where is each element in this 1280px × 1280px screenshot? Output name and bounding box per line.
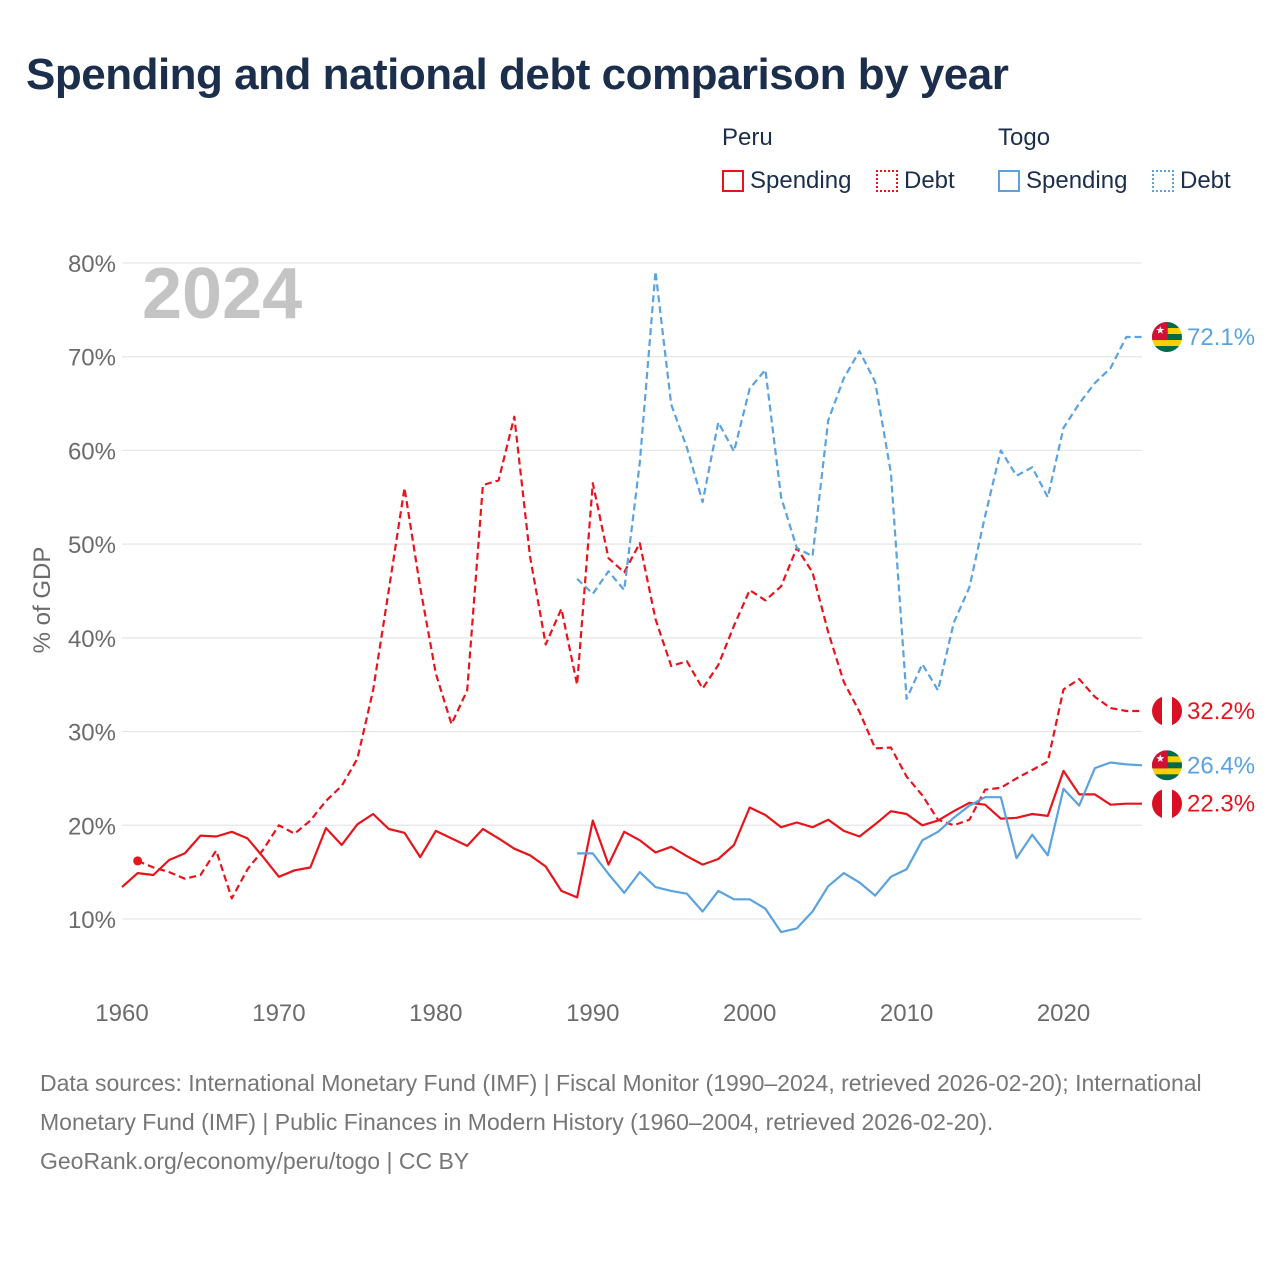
end-labels: 32.2% 22.3% 72.1% 26.4% — [1152, 322, 1255, 819]
y-tick-label: 20% — [68, 813, 116, 840]
y-axis-title: % of GDP — [29, 547, 56, 654]
legend-swatch-solid — [722, 170, 744, 192]
legend-country-peru: Peru — [722, 124, 773, 151]
series-line-peru-debt — [137, 415, 1142, 900]
point-marker — [133, 856, 143, 866]
series-line-togo-debt — [576, 270, 1142, 700]
x-tick-label: 1970 — [252, 1000, 305, 1027]
x-tick-label: 2020 — [1037, 1000, 1090, 1027]
y-tick-label: 40% — [68, 626, 116, 653]
gridlines — [122, 262, 1142, 920]
y-tick-label: 60% — [68, 438, 116, 465]
legend-country-togo: Togo — [998, 124, 1051, 151]
end-value-label: 26.4% — [1187, 752, 1255, 779]
togo-flag-icon — [1152, 322, 1182, 353]
point-markers — [133, 856, 143, 866]
legend-label: Debt — [1180, 167, 1231, 194]
y-tick-label: 10% — [68, 907, 116, 934]
data-sources: Data sources: International Monetary Fun… — [40, 1070, 1202, 1135]
footer: Data sources: International Monetary Fun… — [40, 1064, 1240, 1181]
x-tick-label: 2010 — [880, 1000, 933, 1027]
year-label: 2024 — [142, 254, 303, 334]
end-value-label: 72.1% — [1187, 324, 1255, 351]
togo-flag-icon — [1152, 750, 1182, 781]
series-line-togo-spending — [577, 761, 1143, 934]
x-tick-label: 2000 — [723, 1000, 776, 1027]
legend-togo-debt[interactable]: Debt — [1152, 164, 1231, 198]
x-tick-label: 1980 — [409, 1000, 462, 1027]
legend-swatch-solid — [998, 170, 1020, 192]
end-value-label: 22.3% — [1187, 791, 1255, 818]
y-tick-label: 50% — [68, 532, 116, 559]
end-value-label: 32.2% — [1187, 698, 1255, 725]
legend-peru-debt[interactable]: Debt — [876, 164, 955, 198]
y-tick-label: 70% — [68, 345, 116, 372]
y-tick-label: 30% — [68, 720, 116, 747]
chart-title: Spending and national debt comparison by… — [26, 50, 1009, 99]
legend-swatch-dotted — [1152, 170, 1174, 192]
x-tick-label: 1990 — [566, 1000, 619, 1027]
legend-swatch-dotted — [876, 170, 898, 192]
peru-flag-icon — [1152, 695, 1182, 726]
series-lines — [121, 270, 1143, 934]
y-tick-label: 80% — [68, 251, 116, 278]
legend-peru-spending[interactable]: Spending — [722, 164, 851, 198]
legend-togo-spending[interactable]: Spending — [998, 164, 1127, 198]
axis-ticks: 10% 20% 30% 40% 50% 60% 70% 80% 1960 1970 1980 1990… — [68, 251, 1090, 1027]
series-line-peru-spending — [121, 769, 1142, 899]
legend-label: Spending — [750, 167, 852, 194]
legend-label: Spending — [1026, 167, 1128, 194]
x-tick-label: 1960 — [95, 1000, 148, 1027]
line-chart: % of GDP 10% 20% 30% 40% 50% 60% 70% 80% 1960 197… — [29, 251, 1255, 1027]
peru-flag-icon — [1152, 788, 1182, 819]
credit-link[interactable]: GeoRank.org/economy/peru/togo | CC BY — [40, 1148, 470, 1174]
legend-label: Debt — [904, 167, 955, 194]
